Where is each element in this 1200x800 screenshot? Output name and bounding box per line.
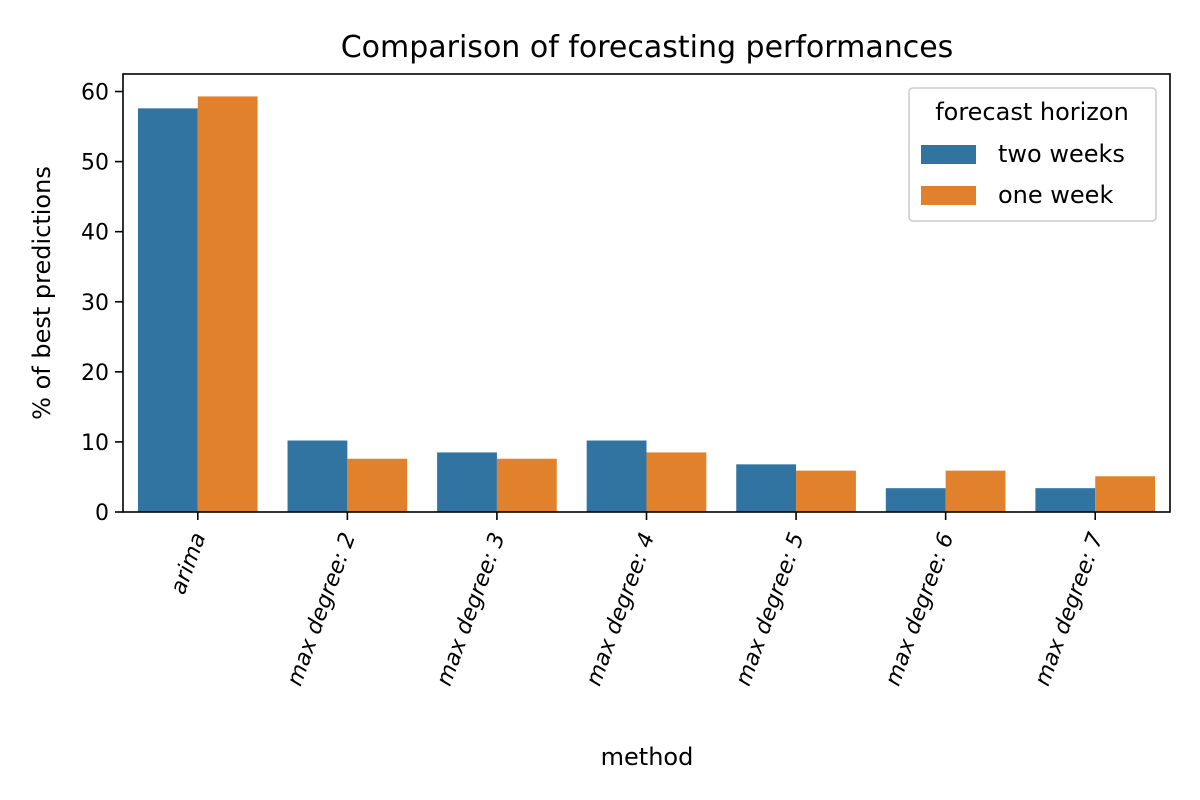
bar-two-weeks-max-degree-5 <box>736 464 797 512</box>
y-tick-label: 10 <box>81 431 109 456</box>
y-tick-label: 50 <box>81 151 109 176</box>
bar-two-weeks-max-degree-4 <box>586 440 647 512</box>
bar-one-week-arima <box>197 96 258 512</box>
bars-layer <box>137 96 1156 512</box>
x-tick-label: arima <box>166 530 211 598</box>
x-tick-label: max degree: 5 <box>731 530 810 690</box>
legend: forecast horizon two weeks one week <box>908 87 1157 222</box>
bar-one-week-max-degree-5 <box>796 470 856 512</box>
legend-title: forecast horizon <box>935 98 1129 126</box>
y-tick-label: 60 <box>81 81 109 106</box>
legend-swatch-two-weeks <box>921 145 976 164</box>
bar-one-week-max-degree-6 <box>945 470 1006 512</box>
x-tick-label: max degree: 4 <box>582 530 661 690</box>
chart-title: Comparison of forecasting performances <box>341 30 954 65</box>
bar-one-week-max-degree-7 <box>1095 476 1156 512</box>
bar-two-weeks-max-degree-6 <box>885 488 946 512</box>
bar-one-week-max-degree-3 <box>496 458 557 512</box>
y-tick-label: 0 <box>95 501 109 526</box>
bar-two-weeks-arima <box>137 108 198 512</box>
plot-frame <box>122 73 1171 513</box>
y-tick-label: 40 <box>81 221 109 246</box>
x-axis: arima max degree: 2 max degree: 3 max degre… <box>166 512 1109 689</box>
legend-swatch-one-week <box>921 186 976 205</box>
x-tick-label: max degree: 2 <box>282 530 361 690</box>
legend-label-one-week: one week <box>998 181 1113 209</box>
bar-one-week-max-degree-2 <box>347 458 408 512</box>
legend-label-two-weeks: two weeks <box>998 140 1125 168</box>
x-axis-label: method <box>601 743 694 771</box>
x-tick-label: max degree: 3 <box>432 530 511 690</box>
y-axis: 0 10 20 30 40 50 60 <box>81 81 123 526</box>
x-tick-label: max degree: 6 <box>881 530 960 690</box>
bar-two-weeks-max-degree-2 <box>287 440 348 512</box>
x-tick-label: max degree: 7 <box>1030 530 1109 690</box>
bar-two-weeks-max-degree-7 <box>1035 488 1096 512</box>
y-tick-label: 20 <box>81 361 109 386</box>
y-axis-label: % of best predictions <box>28 166 56 420</box>
bar-one-week-max-degree-4 <box>646 452 707 512</box>
bar-two-weeks-max-degree-3 <box>437 452 497 512</box>
y-tick-label: 30 <box>81 291 109 316</box>
